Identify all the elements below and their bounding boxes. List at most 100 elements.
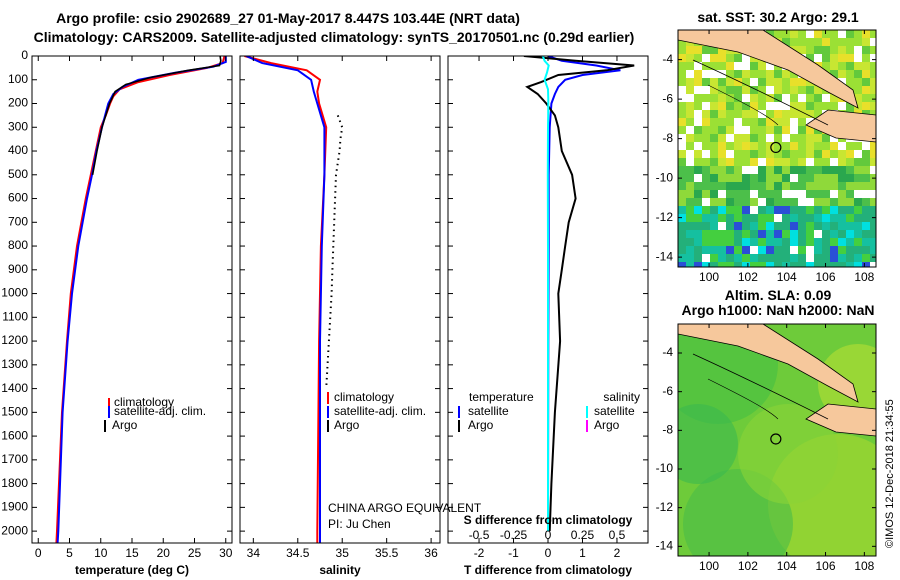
lat-tick-label: -12 bbox=[656, 500, 674, 514]
legend-head-temperature: temperature bbox=[469, 390, 534, 404]
sal-legend: climatology satellite-adj. clim. Argo CH… bbox=[327, 390, 482, 531]
lon-tick-label: 104 bbox=[777, 270, 797, 284]
x-tick-label: 36 bbox=[424, 546, 438, 560]
lat-tick-label: -6 bbox=[662, 384, 673, 398]
lat-tick-label: -14 bbox=[656, 539, 674, 553]
x-tick-label: 15 bbox=[125, 546, 139, 560]
lon-tick-label: 102 bbox=[738, 270, 758, 284]
x-tick-label: 34.5 bbox=[286, 546, 310, 560]
s-tick-label: 0 bbox=[545, 528, 552, 542]
argo-location-marker bbox=[770, 141, 782, 154]
x-axis-label: T difference from climatology bbox=[464, 563, 632, 577]
x-axis-label: temperature (deg C) bbox=[75, 563, 189, 577]
depth-tick-label: 500 bbox=[8, 167, 28, 181]
legend-label-climatology: climatology bbox=[114, 395, 174, 409]
x-axis-label: salinity bbox=[319, 563, 361, 577]
depth-tick-label: 0 bbox=[21, 48, 28, 62]
land-java bbox=[805, 403, 876, 437]
lat-tick-label: -6 bbox=[662, 91, 673, 105]
depth-tick-label: 200 bbox=[8, 96, 28, 110]
x-tick-label: 25 bbox=[188, 546, 202, 560]
depth-tick-label: 100 bbox=[8, 72, 28, 86]
panel-frame bbox=[239, 55, 441, 544]
x-tick-label: 5 bbox=[66, 546, 73, 560]
series-line-climatology bbox=[55, 56, 226, 543]
lat-tick-label: -8 bbox=[662, 423, 673, 437]
x-tick-label: 35 bbox=[336, 546, 350, 560]
sla-map-title-2: Argo h1000: NaN h2000: NaN bbox=[682, 302, 875, 318]
x-tick-label: 30 bbox=[219, 546, 233, 560]
depth-tick-label: 1800 bbox=[1, 476, 28, 490]
profile-panel-1: 34 34.5 35 35.5 36 salinity bbox=[239, 55, 441, 577]
s-tick-label: 0.5 bbox=[609, 528, 626, 542]
lon-tick-label: 102 bbox=[738, 559, 758, 573]
legend-head-salinity: salinity bbox=[603, 390, 640, 404]
x-tick-label: 2 bbox=[614, 546, 621, 560]
legend-label-s-satellite: satellite bbox=[594, 404, 635, 418]
legend-label-t-argo: Argo bbox=[468, 418, 494, 432]
depth-tick-label: 900 bbox=[8, 262, 28, 276]
lat-tick-label: -10 bbox=[656, 461, 674, 475]
lat-tick-label: -14 bbox=[656, 249, 674, 263]
sla-map-title-1: Altim. SLA: 0.09 bbox=[725, 287, 832, 303]
depth-tick-label: 400 bbox=[8, 143, 28, 157]
legend-label-s-argo: Argo bbox=[594, 418, 620, 432]
lon-tick-label: 100 bbox=[699, 559, 719, 573]
depth-tick-label: 1200 bbox=[1, 333, 28, 347]
s-tick-label: 0.25 bbox=[571, 528, 595, 542]
title-line-2: Climatology: CARS2009. Satellite-adjuste… bbox=[34, 29, 635, 45]
map-frame bbox=[677, 323, 877, 557]
legend-label-satellite: satellite-adj. clim. bbox=[334, 404, 426, 418]
profile-panel-0: 0100200300400500600700800900100011001200… bbox=[1, 48, 232, 577]
depth-tick-label: 700 bbox=[8, 214, 28, 228]
sst-map: -4 -6 -8 -10 -12 -14 100 102 104 106 108 bbox=[656, 29, 877, 284]
title-line-1: Argo profile: csio 2902689_27 01-May-201… bbox=[56, 10, 520, 26]
lat-tick-label: -4 bbox=[662, 345, 673, 359]
lon-tick-label: 106 bbox=[816, 559, 836, 573]
argo-location-marker bbox=[770, 433, 782, 445]
land-sumatra bbox=[678, 324, 859, 403]
credit-line-2: PI: Ju Chen bbox=[328, 517, 391, 531]
legend-label-argo: Argo bbox=[334, 418, 360, 432]
lat-tick-label: -8 bbox=[662, 131, 673, 145]
series-line-satellite-adj-clim bbox=[245, 56, 326, 543]
series-line-argo bbox=[325, 115, 344, 389]
series-line-satellite-adj-clim bbox=[56, 56, 227, 543]
panel-frame bbox=[31, 55, 233, 544]
legend-label-argo: Argo bbox=[112, 418, 138, 432]
x-tick-label: -2 bbox=[474, 546, 485, 560]
s-tick-label: -0.25 bbox=[500, 528, 528, 542]
lon-tick-label: 108 bbox=[854, 270, 874, 284]
x-tick-label: 20 bbox=[157, 546, 171, 560]
s-tick-label: -0.5 bbox=[469, 528, 490, 542]
depth-tick-label: 1300 bbox=[1, 357, 28, 371]
temp-legend: climatology satellite-adj. clim. Argo bbox=[104, 395, 206, 432]
land-java bbox=[805, 109, 876, 143]
lat-tick-label: -12 bbox=[656, 210, 674, 224]
legend-label-climatology: climatology bbox=[334, 390, 394, 404]
lon-tick-label: 104 bbox=[777, 559, 797, 573]
s-diff-axis-label: S difference from climatology bbox=[464, 513, 633, 527]
x-tick-label: 34 bbox=[247, 546, 261, 560]
series-line-s-satellite bbox=[541, 56, 550, 532]
land-sumatra bbox=[678, 30, 859, 109]
depth-tick-label: 1100 bbox=[2, 309, 28, 323]
lon-tick-label: 100 bbox=[699, 270, 719, 284]
sst-map-title: sat. SST: 30.2 Argo: 29.1 bbox=[697, 9, 859, 25]
x-tick-label: 35.5 bbox=[375, 546, 399, 560]
profile-panel-2: -2 -1 0 1 2 T difference from climatology -0.5… bbox=[447, 55, 649, 577]
lon-tick-label: 106 bbox=[816, 270, 836, 284]
depth-tick-label: 600 bbox=[8, 191, 28, 205]
sla-map: -4 -6 -8 -10 -12 -14 100 102 104 106 108 bbox=[656, 323, 877, 573]
x-tick-label: 0 bbox=[35, 546, 42, 560]
depth-tick-label: 1900 bbox=[1, 500, 28, 514]
x-tick-label: 0 bbox=[545, 546, 552, 560]
series-line-t-argo bbox=[523, 56, 635, 532]
depth-tick-label: 1400 bbox=[1, 381, 28, 395]
credit-line-1: CHINA ARGO EQUIVALENT bbox=[328, 501, 482, 515]
series-line-argo bbox=[91, 56, 222, 175]
depth-tick-label: 800 bbox=[8, 238, 28, 252]
footer-timestamp: ©IMOS 12-Dec-2018 21:34:55 bbox=[884, 399, 896, 548]
x-tick-label: 10 bbox=[94, 546, 108, 560]
map-frame bbox=[677, 29, 877, 268]
